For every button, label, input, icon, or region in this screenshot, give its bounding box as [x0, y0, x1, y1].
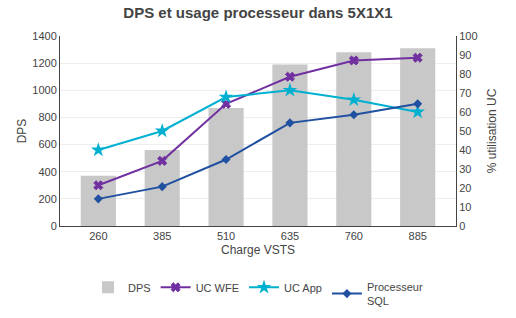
svg-text:UC WFE: UC WFE	[196, 282, 239, 294]
svg-text:400: 400	[38, 166, 56, 178]
svg-text:510: 510	[217, 230, 235, 242]
svg-text:200: 200	[38, 193, 56, 205]
svg-text:80: 80	[459, 68, 471, 80]
svg-text:60: 60	[459, 106, 471, 118]
svg-text:260: 260	[89, 230, 107, 242]
svg-text:DPS et usage processeur dans 5: DPS et usage processeur dans 5X1X1	[123, 4, 392, 21]
svg-text:10: 10	[459, 201, 471, 213]
svg-text:600: 600	[38, 138, 56, 150]
svg-text:30: 30	[459, 163, 471, 175]
svg-text:1000: 1000	[32, 84, 56, 96]
svg-text:DPS: DPS	[15, 119, 29, 144]
svg-text:635: 635	[281, 230, 299, 242]
svg-text:UC App: UC App	[284, 282, 322, 294]
svg-text:% utilisation UC: % utilisation UC	[485, 88, 499, 173]
svg-text:70: 70	[459, 87, 471, 99]
svg-text:Charge VSTS: Charge VSTS	[221, 243, 295, 257]
svg-text:800: 800	[38, 111, 56, 123]
svg-text:385: 385	[153, 230, 171, 242]
svg-text:760: 760	[345, 230, 363, 242]
svg-text:0: 0	[51, 220, 57, 232]
svg-text:0: 0	[459, 220, 465, 232]
svg-text:ProcesseurSQL: ProcesseurSQL	[367, 281, 423, 307]
svg-text:100: 100	[459, 30, 477, 42]
svg-text:DPS: DPS	[128, 282, 151, 294]
svg-text:40: 40	[459, 144, 471, 156]
svg-text:1400: 1400	[32, 30, 56, 42]
svg-text:90: 90	[459, 49, 471, 61]
svg-text:885: 885	[409, 230, 427, 242]
svg-text:1200: 1200	[32, 57, 56, 69]
svg-text:20: 20	[459, 182, 471, 194]
svg-text:50: 50	[459, 125, 471, 137]
